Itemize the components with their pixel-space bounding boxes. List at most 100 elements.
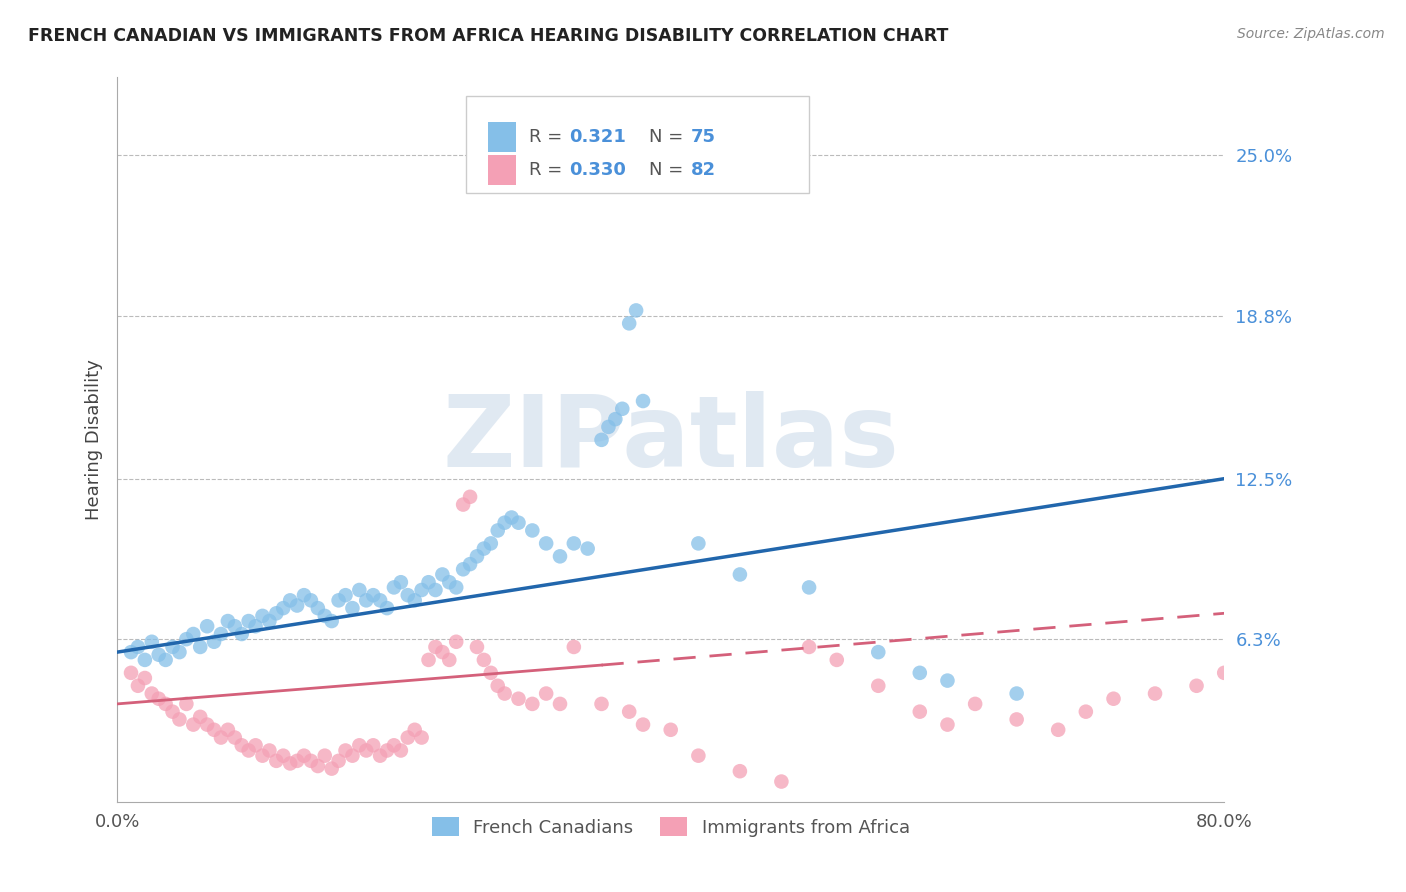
Point <box>624 303 647 318</box>
Text: ZIPatlas: ZIPatlas <box>443 392 900 488</box>
Point <box>335 588 357 602</box>
Point <box>1047 723 1070 737</box>
FancyBboxPatch shape <box>465 95 808 194</box>
Point <box>169 645 191 659</box>
Point <box>508 691 530 706</box>
Point <box>494 687 516 701</box>
Text: N =: N = <box>648 128 689 146</box>
Point <box>292 748 315 763</box>
Point <box>259 743 281 757</box>
Point <box>335 743 357 757</box>
Point <box>217 614 239 628</box>
Point <box>382 739 405 753</box>
Point <box>271 748 294 763</box>
Point <box>278 756 301 771</box>
Point <box>202 634 225 648</box>
Point <box>195 717 218 731</box>
Point <box>259 614 281 628</box>
Point <box>292 588 315 602</box>
Point <box>508 516 530 530</box>
Point <box>404 593 426 607</box>
Point <box>494 516 516 530</box>
Point <box>418 653 440 667</box>
Point <box>605 412 627 426</box>
Point <box>425 582 447 597</box>
Point <box>375 601 398 615</box>
Point <box>195 619 218 633</box>
Point <box>252 608 274 623</box>
Point <box>486 679 509 693</box>
Point <box>451 498 474 512</box>
Point <box>356 743 378 757</box>
Point <box>181 627 204 641</box>
Point <box>522 697 544 711</box>
Point <box>868 645 890 659</box>
Point <box>439 575 461 590</box>
Point <box>361 588 384 602</box>
Point <box>120 645 142 659</box>
Point <box>1185 679 1208 693</box>
Point <box>231 739 253 753</box>
Legend: French Canadians, Immigrants from Africa: French Canadians, Immigrants from Africa <box>425 810 917 844</box>
Point <box>965 697 987 711</box>
Point <box>1005 713 1028 727</box>
Text: R =: R = <box>529 128 568 146</box>
Point <box>285 599 308 613</box>
Point <box>266 607 288 621</box>
Bar <box>488 154 516 185</box>
Point <box>728 567 751 582</box>
Point <box>797 640 820 654</box>
Point <box>439 653 461 667</box>
Point <box>486 524 509 538</box>
Point <box>631 394 654 409</box>
Y-axis label: Hearing Disability: Hearing Disability <box>86 359 103 520</box>
Point <box>501 510 523 524</box>
Point <box>1005 687 1028 701</box>
Point <box>479 536 502 550</box>
Point <box>591 697 613 711</box>
Point <box>162 705 184 719</box>
Point <box>1102 691 1125 706</box>
Point <box>936 673 959 688</box>
Point <box>181 717 204 731</box>
Point <box>328 593 350 607</box>
Point <box>591 433 613 447</box>
Point <box>936 717 959 731</box>
Point <box>659 723 682 737</box>
Point <box>127 679 149 693</box>
Point <box>425 640 447 654</box>
Point <box>465 640 488 654</box>
Point <box>688 536 710 550</box>
Point <box>688 748 710 763</box>
Point <box>451 562 474 576</box>
Point <box>1144 687 1167 701</box>
Point <box>411 582 433 597</box>
Point <box>368 593 391 607</box>
Point <box>562 640 585 654</box>
Text: 0.330: 0.330 <box>569 161 626 179</box>
Point <box>797 581 820 595</box>
Text: R =: R = <box>529 161 568 179</box>
Point <box>361 739 384 753</box>
Point <box>307 759 329 773</box>
Point <box>404 723 426 737</box>
Point <box>444 634 467 648</box>
Point <box>1074 705 1097 719</box>
Point <box>321 614 343 628</box>
Point <box>825 653 848 667</box>
Point <box>271 601 294 615</box>
Point <box>619 317 641 331</box>
Point <box>148 648 170 662</box>
Point <box>328 754 350 768</box>
Point <box>1213 665 1236 680</box>
Point <box>770 774 793 789</box>
Point <box>472 541 495 556</box>
Point <box>299 593 322 607</box>
Point <box>155 697 177 711</box>
Point <box>389 743 412 757</box>
Point <box>375 743 398 757</box>
Point <box>188 640 211 654</box>
Point <box>176 697 198 711</box>
Point <box>148 691 170 706</box>
Point <box>231 627 253 641</box>
